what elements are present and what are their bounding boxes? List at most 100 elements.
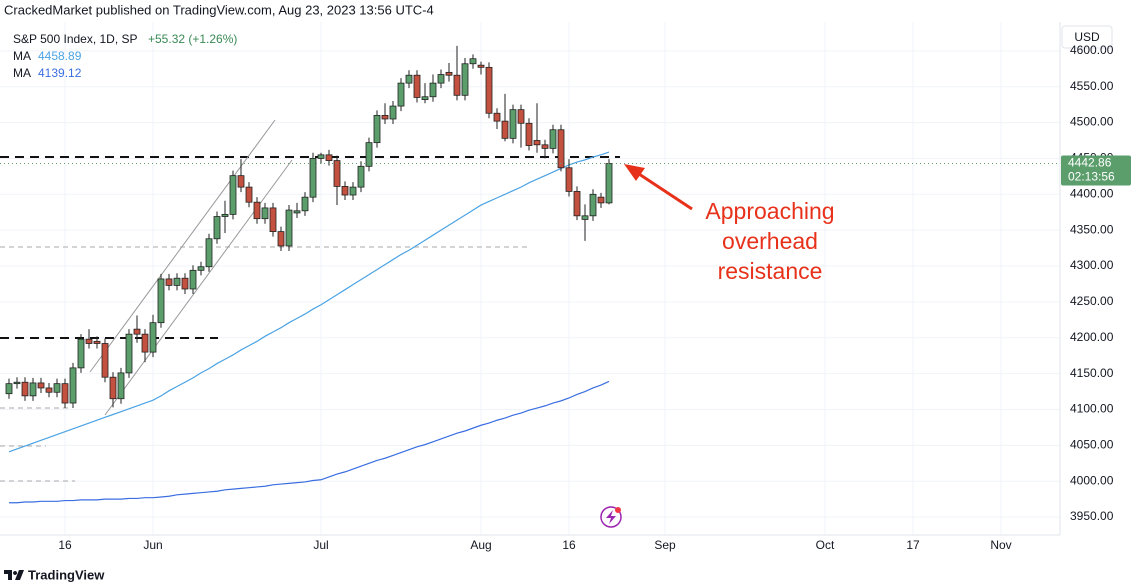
- candle-body: [29, 382, 37, 397]
- y-tick-label: 4250.00: [1070, 294, 1114, 308]
- candle-body: [397, 82, 405, 107]
- candle-body: [77, 338, 85, 369]
- candle-body: [501, 120, 509, 139]
- candle-body: [221, 213, 229, 217]
- candle-body: [157, 278, 165, 324]
- candle-body: [285, 209, 293, 247]
- x-tick-label: 16: [562, 538, 576, 552]
- x-tick-label: Oct: [816, 538, 835, 552]
- candle-body: [413, 74, 421, 98]
- y-tick-label: 4350.00: [1070, 222, 1114, 236]
- candle-body: [445, 71, 453, 76]
- candle-body: [365, 142, 373, 167]
- drawings: [0, 119, 620, 482]
- notification-dot: [615, 507, 621, 513]
- ma-line: [9, 380, 610, 504]
- candle-body: [453, 74, 461, 96]
- candle-body: [237, 175, 245, 188]
- legend-name: MA: [13, 49, 31, 63]
- y-tick-label: 4400.00: [1070, 186, 1114, 200]
- legend-value: 4458.89: [38, 49, 82, 63]
- y-tick-label: 4000.00: [1070, 473, 1114, 487]
- currency[interactable]: USD: [1074, 30, 1100, 44]
- candle-body: [605, 163, 613, 204]
- candle-body: [13, 381, 21, 385]
- candle-body: [541, 144, 549, 149]
- candle-body: [133, 328, 141, 335]
- candle-body: [517, 109, 525, 124]
- candle-body: [205, 238, 213, 268]
- candle-body: [469, 58, 477, 65]
- annotation-text: overhead: [722, 228, 818, 254]
- arrow-head: [624, 164, 645, 181]
- symbol-title: S&P 500 Index, 1D, SP: [13, 32, 138, 46]
- currency-box[interactable]: [1061, 25, 1113, 49]
- y-tick-label: 4100.00: [1070, 402, 1114, 416]
- y-tick-label: 4600.00: [1070, 43, 1114, 57]
- legend-name: MA: [13, 66, 31, 80]
- candle-body: [45, 387, 53, 393]
- y-tick-label: 4550.00: [1070, 79, 1114, 93]
- candle-body: [381, 114, 389, 120]
- candle-body: [533, 140, 541, 146]
- candle-body: [293, 210, 301, 214]
- candle-body: [117, 372, 125, 400]
- candle-body: [125, 333, 133, 374]
- lightning-bolt: [606, 510, 616, 524]
- y-tick-label: 4500.00: [1070, 115, 1114, 129]
- candle-body: [461, 63, 469, 96]
- candle-body: [197, 266, 205, 271]
- candle-body: [165, 278, 173, 286]
- candle-body: [317, 154, 325, 159]
- candle-body: [373, 114, 381, 144]
- header-bg: [0, 0, 1135, 22]
- logo: [4, 570, 24, 580]
- candle-body: [101, 343, 109, 378]
- ma-line: [8, 151, 610, 453]
- candle-body: [5, 383, 13, 395]
- x-tick-label: Aug: [470, 538, 491, 552]
- candle-body: [85, 338, 93, 344]
- candle-body: [37, 382, 45, 389]
- candle-body: [61, 383, 69, 404]
- candle-body: [485, 66, 493, 114]
- candle-body: [349, 186, 357, 196]
- candle-body: [261, 207, 269, 220]
- brand: TradingView: [28, 567, 105, 582]
- candle-body: [565, 167, 573, 192]
- candle-body: [53, 383, 61, 393]
- y-tick-label: 4050.00: [1070, 438, 1114, 452]
- candle-body: [93, 340, 101, 344]
- candle-body: [573, 191, 581, 217]
- x-tick-label: Jun: [143, 538, 162, 552]
- x-tick-label: 17: [906, 538, 920, 552]
- footer-bg: [0, 556, 1135, 584]
- candle-body: [245, 186, 253, 203]
- candle-body: [597, 196, 605, 204]
- candle-body: [69, 367, 77, 404]
- lightning-icon[interactable]: [600, 506, 622, 528]
- channel-line: [89, 119, 276, 373]
- candle-body: [141, 333, 149, 353]
- candle-body: [253, 201, 261, 220]
- candle-body: [389, 105, 397, 120]
- y-tick-label: 4200.00: [1070, 330, 1114, 344]
- y-tick-label: 4300.00: [1070, 258, 1114, 272]
- candle-body: [277, 231, 285, 247]
- price-label-box: [1061, 155, 1131, 186]
- candle-body: [429, 82, 437, 98]
- candle-body: [581, 215, 589, 220]
- arrow-shaft: [635, 170, 693, 211]
- change: +55.32 (+1.26%): [148, 32, 237, 46]
- y-tick-label: 3950.00: [1070, 509, 1114, 523]
- candle-body: [549, 129, 557, 149]
- candle-body: [21, 381, 29, 397]
- candle-body: [181, 277, 189, 290]
- candle-body: [269, 207, 277, 232]
- y-tick-label: 4150.00: [1070, 366, 1114, 380]
- candle-body: [333, 160, 341, 187]
- candle-body: [309, 158, 317, 198]
- candle-body: [421, 96, 429, 101]
